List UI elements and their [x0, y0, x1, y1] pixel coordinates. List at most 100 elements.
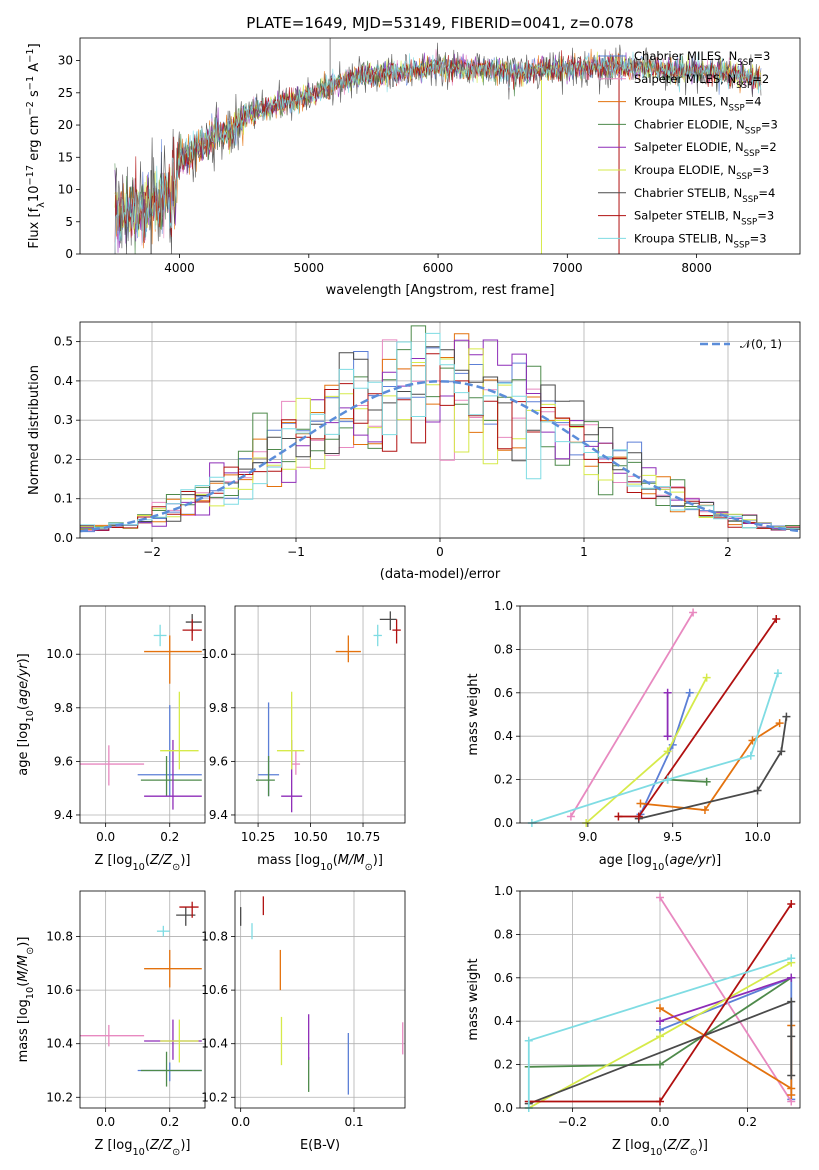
series-line — [638, 716, 788, 820]
plot-area — [527, 608, 791, 827]
series-line — [531, 673, 779, 824]
y-tick-label: 10.2 — [201, 1090, 228, 1104]
series-line — [528, 1000, 793, 1105]
legend-label: Kroupa STELIB, NSSP=3 — [634, 231, 767, 250]
series-line — [640, 722, 781, 811]
data-point — [656, 1097, 664, 1106]
x-axis-label: wavelength [Angstrom, rest frame] — [326, 283, 555, 298]
y-tick-label: 15 — [58, 150, 73, 164]
x-tick-label: 10.50 — [293, 830, 327, 844]
panel-massweight_vs_age: 9.0 9.5 10.0 0.0 0.2 0.4 0.6 0.8 1.0 — [494, 599, 801, 844]
x-tick-label: 1 — [580, 545, 588, 559]
error-point — [80, 1024, 145, 1047]
y-axis-label: age [log10(age/yr)] — [16, 653, 36, 776]
error-point — [153, 624, 167, 647]
data-point — [787, 997, 796, 1006]
y-tick-label: 10.8 — [201, 930, 228, 944]
x-axis-label: Z [log10(Z/Z⊙)] — [95, 1138, 191, 1158]
x-tick-label: 10.25 — [241, 830, 275, 844]
y-tick-label: 0.2 — [494, 1058, 513, 1072]
y-axis-label: mass weight — [466, 958, 481, 1040]
error-point — [80, 745, 145, 786]
data-point — [634, 812, 643, 821]
data-point — [777, 747, 786, 756]
data-point — [656, 1060, 664, 1069]
y-tick-label: 0 — [65, 247, 73, 261]
error-point — [144, 1019, 202, 1060]
x-tick-label: 0.0 — [96, 1115, 115, 1129]
x-tick-label: 0 — [436, 545, 444, 559]
legend-label: Chabrier ELODIE, NSSP=3 — [634, 117, 778, 136]
error-point — [255, 756, 275, 797]
y-tick-label: 10.0 — [46, 647, 73, 661]
x-tick-label: 8000 — [681, 261, 712, 275]
data-point — [685, 688, 694, 697]
x-tick-label: 0.0 — [96, 830, 115, 844]
plot-area — [240, 896, 404, 1095]
error-point — [291, 750, 301, 775]
plot-area — [255, 611, 401, 813]
legend-label: Salpeter MILES, NSSP=2 — [634, 72, 769, 91]
error-point — [156, 925, 170, 937]
data-point — [614, 812, 623, 821]
error-point — [276, 691, 305, 770]
error-point — [137, 1062, 202, 1082]
data-point — [775, 719, 784, 728]
error-point — [392, 619, 401, 644]
data-point — [689, 608, 698, 617]
y-tick-label: 0.0 — [494, 1101, 513, 1115]
data-point — [566, 812, 575, 821]
legend-label: Chabrier MILES, NSSP=3 — [634, 49, 770, 68]
y-tick-label: 25 — [58, 86, 73, 100]
series-kroupa-stelib — [527, 669, 782, 827]
y-tick-label: 0.8 — [494, 642, 513, 656]
panel-massweight_vs_Z: −0.2 0.0 0.2 0.0 0.2 0.4 0.6 0.8 1.0 — [494, 884, 801, 1129]
y-tick-label: 10 — [58, 183, 73, 197]
axes-frame — [79, 321, 801, 539]
y-tick-label: 0.0 — [494, 816, 513, 830]
y-tick-label: 10.8 — [46, 930, 73, 944]
error-point — [373, 624, 382, 647]
chart-title: PLATE=1649, MJD=53149, FIBERID=0041, z=0… — [246, 14, 633, 32]
y-tick-label: 0.1 — [54, 492, 73, 506]
x-tick-label: 5000 — [294, 261, 325, 275]
series-line — [570, 612, 694, 817]
series-line — [659, 976, 793, 1100]
x-axis-label: (data-model)/error — [380, 567, 501, 582]
x-axis-label: E(B-V) — [300, 1138, 340, 1153]
x-tick-label: 6000 — [423, 261, 454, 275]
x-tick-label: 4000 — [164, 261, 195, 275]
legend-label: Chabrier STELIB, NSSP=4 — [634, 186, 775, 205]
data-point — [772, 615, 781, 624]
y-tick-label: 10.2 — [46, 1090, 73, 1104]
data-point — [700, 805, 709, 814]
y-tick-label: 0.6 — [494, 971, 513, 985]
y-tick-label: 1.0 — [494, 884, 513, 898]
y-tick-label: 0.4 — [494, 729, 513, 743]
x-tick-label: 0.0 — [650, 1115, 669, 1129]
series-salpeter-miles — [566, 608, 698, 821]
x-axis-label: Z [log10(Z/Z⊙)] — [95, 853, 191, 873]
data-point — [787, 1032, 796, 1041]
series-salpeter-stelib — [614, 615, 781, 821]
x-tick-label: 0.0 — [231, 1115, 250, 1129]
series-chabrier-elodie — [663, 775, 711, 786]
x-axis-label: age [log10(age/yr)] — [599, 853, 722, 873]
legend: 𝒩(0, 1) — [700, 337, 782, 351]
x-tick-label: 10.0 — [744, 830, 771, 844]
data-point — [773, 669, 782, 678]
plot-area — [80, 901, 202, 1087]
data-point — [663, 732, 672, 741]
panel-mass_vs_ebv: 0.0 0.1 10.2 10.4 10.6 10.8 — [201, 890, 406, 1129]
x-tick-label: −2 — [143, 545, 161, 559]
error-point — [144, 949, 202, 988]
x-tick-label: 0.2 — [160, 1115, 179, 1129]
y-tick-label: 0.6 — [494, 686, 513, 700]
series-line — [667, 778, 707, 783]
series-salpeter-elodie — [663, 688, 672, 741]
axes-frame — [519, 890, 801, 1109]
axes-frame — [79, 890, 206, 1109]
data-point — [702, 673, 711, 682]
y-tick-label: 10.6 — [201, 983, 228, 997]
histogram-step — [80, 332, 800, 529]
